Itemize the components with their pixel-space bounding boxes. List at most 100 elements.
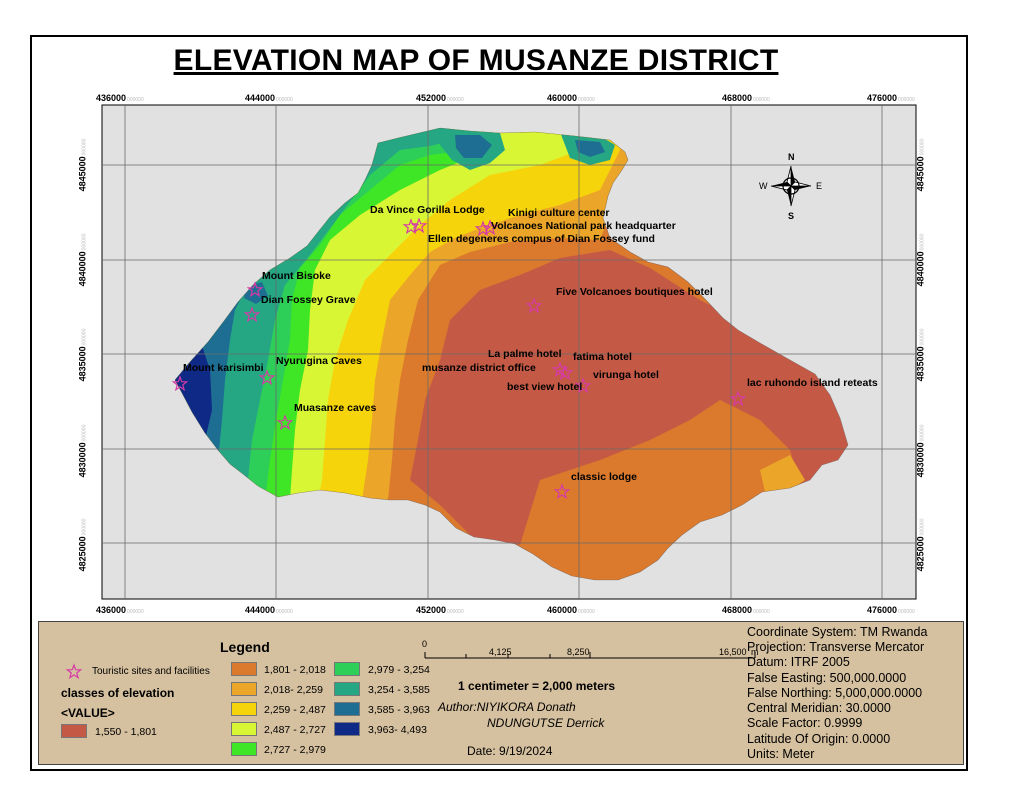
elevation-raster-cell [175,128,340,580]
site-marker-icon [410,217,428,234]
site-marker-icon [276,414,294,431]
projection-line: Latitude Of Origin: 0.0000 [747,732,891,746]
site-marker-icon [243,306,261,323]
x-tick-bottom: 468000000000 [722,605,770,615]
north-letter: N [788,152,795,162]
site-label: lac ruhondo island reteats [747,377,878,389]
site-label: musanze district office [422,362,536,374]
site-label: Ellen degeneres compus of Dian Fossey fu… [428,233,655,245]
legend-swatch [231,702,257,716]
legend-swatch [334,682,360,696]
x-tick-bottom: 436000000000 [96,605,144,615]
author-line2: NDUNGUTSE Derrick [487,716,605,730]
site-marker-icon [402,218,420,235]
projection-line: Coordinate System: TM Rwanda [747,625,928,639]
site-marker-icon [525,297,543,314]
site-label: Five Volcanoes boutiques hotel [556,286,713,298]
legend-swatch [231,742,257,756]
legend-class-label: 3,254 - 3,585 [368,684,430,696]
legend-swatch [231,682,257,696]
x-tick-top: 452000000000 [416,93,464,103]
legend-swatch [231,722,257,736]
legend-class-label: 3,963- 4,493 [368,724,427,736]
legend-class-label: 3,585 - 3,963 [368,704,430,716]
site-marker-icon [574,377,592,394]
map-date: Date: 9/19/2024 [467,744,553,758]
projection-line: Scale Factor: 0.9999 [747,716,863,730]
projection-line: Projection: Transverse Mercator [747,640,925,654]
north-arrow-ring [782,177,800,195]
legend-classes-label: classes of elevation [61,686,175,700]
legend-class-label: 2,727 - 2,979 [264,744,326,756]
legend-swatch [334,662,360,676]
legend-title: Legend [220,639,270,655]
site-marker-icon [556,364,574,381]
site-marker-icon [474,220,492,237]
site-marker-icon [553,483,571,500]
x-tick-bottom: 460000000000 [547,605,595,615]
legend-swatch [231,662,257,676]
elevation-raster-cell [575,140,605,157]
scale-label: 4,125 [489,647,512,657]
west-letter: W [759,181,768,191]
north-arrow-point [771,182,791,186]
site-marker-icon [481,219,499,236]
site-label: Kinigi culture center [508,207,610,219]
map-frame [30,35,968,771]
x-tick-top: 468000000000 [722,93,770,103]
site-label: Dian Fossey Grave [261,294,356,306]
north-arrow-point [791,166,795,186]
legend-class-label: 1,801 - 2,018 [264,664,326,676]
legend-swatch [61,724,87,738]
site-label: best view hotel [507,381,583,393]
site-label: Volcanoes National park headquarter [491,220,676,232]
site-marker-icon [258,369,276,386]
site-label: Da Vince Gorilla Lodge [370,204,485,216]
legend-class-label: 2,487 - 2,727 [264,724,326,736]
x-tick-top: 436000000000 [96,93,144,103]
legend-panel [38,621,964,765]
graticule [102,105,916,599]
author-line1: Author:NIYIKORA Donath [438,700,576,714]
site-label: virunga hotel [593,369,659,381]
scale-label: 8,250 [567,647,590,657]
north-arrow-point [787,186,791,206]
elevation-raster-cell [760,455,805,492]
x-tick-top: 444000000000 [245,93,293,103]
projection-line: Units: Meter [747,747,815,761]
x-tick-bottom: 444000000000 [245,605,293,615]
legend-sites-label: Touristic sites and facilities [92,666,210,677]
east-letter: E [816,181,823,191]
site-label: Mount Bisoke [262,270,331,282]
legend-swatch [334,702,360,716]
site-marker-icon [729,390,747,407]
district-boundary [174,127,849,581]
site-marker-icon [171,375,189,392]
elevation-raster-cell [455,135,492,158]
north-arrow-point [770,185,792,191]
legend-class-label: 2,259 - 2,487 [264,704,326,716]
x-tick-top: 476000000000 [867,93,915,103]
site-label: fatima hotel [573,351,632,363]
projection-line: False Easting: 500,000.0000 [747,671,907,685]
x-tick-top: 460000000000 [547,93,595,103]
site-marker-icon [246,281,264,298]
scale-statement: 1 centimeter = 2,000 meters [458,679,616,693]
map-title: ELEVATION MAP OF MUSANZE DISTRICT [173,44,779,77]
legend-class-label: 2,018- 2,259 [264,684,323,696]
site-label: Nyurugina Caves [276,355,362,367]
scale-unit: m [751,647,759,657]
x-tick-bottom: 476000000000 [867,605,915,615]
site-label: Mount karisimbi [183,362,264,374]
elevation-raster-cell [610,500,680,555]
legend-class-label: 2,979 - 3,254 [368,664,430,676]
legend-swatch [334,722,360,736]
site-markers [171,217,747,500]
site-label: La palme hotel [488,348,562,360]
south-letter: S [788,211,795,221]
site-label: classic lodge [571,471,637,483]
north-arrow-icon [770,165,812,207]
projection-line: Central Meridian: 30.0000 [747,701,891,715]
north-arrow-point [790,181,812,187]
